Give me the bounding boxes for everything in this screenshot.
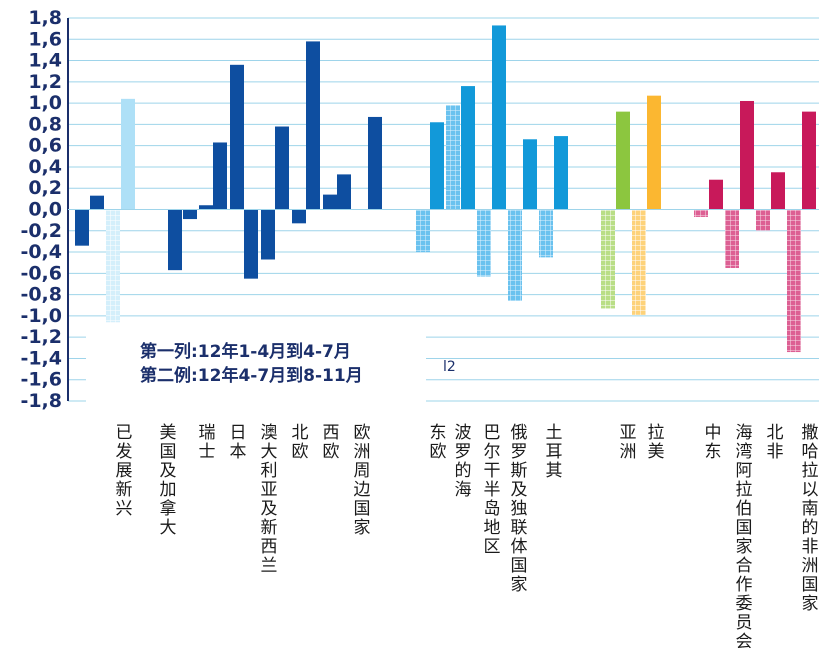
note-box bbox=[86, 326, 426, 402]
axes: 1,81,61,41,21,00,80,60,40,20,0-0,2-0,4-0… bbox=[20, 7, 819, 412]
y-tick-label: 1,6 bbox=[28, 28, 62, 50]
category-label: 波罗的海 bbox=[455, 423, 472, 500]
bar bbox=[787, 209, 801, 353]
bar bbox=[632, 209, 646, 315]
bar bbox=[508, 209, 522, 301]
category-label: 巴尔干半岛地区 bbox=[484, 423, 501, 557]
bar bbox=[199, 205, 213, 210]
y-tick-label: -0,4 bbox=[20, 241, 62, 263]
bar bbox=[756, 209, 770, 231]
bar bbox=[709, 179, 723, 210]
bar bbox=[647, 95, 661, 210]
y-tick-label: -1,8 bbox=[20, 390, 62, 412]
y-tick-label: -1,6 bbox=[20, 369, 62, 391]
y-tick-label: -0,2 bbox=[20, 220, 62, 242]
category-label: 北非 bbox=[767, 423, 784, 462]
category-label: 撒哈拉以南的非洲国家 bbox=[802, 423, 819, 614]
category-label: 俄罗斯及独联体国家 bbox=[511, 423, 528, 595]
bar bbox=[430, 122, 444, 210]
category-label: 东欧 bbox=[430, 423, 447, 462]
category-label: 土耳其 bbox=[546, 423, 563, 481]
bar bbox=[725, 209, 739, 269]
bar bbox=[230, 64, 244, 210]
y-tick-label: 0,4 bbox=[28, 156, 62, 178]
bar bbox=[183, 209, 197, 220]
note-line-2: 第二例:12年4-7月到8-11月 bbox=[140, 365, 363, 386]
stray-label: l2 bbox=[443, 359, 456, 375]
grid-lines bbox=[68, 17, 819, 402]
y-tick-label: -0,6 bbox=[20, 262, 62, 284]
y-tick-label: -1,2 bbox=[20, 326, 62, 348]
bar bbox=[616, 111, 630, 210]
bar bbox=[261, 209, 275, 260]
bar bbox=[461, 86, 475, 210]
bar bbox=[337, 174, 351, 210]
category-label: 已发展新兴 bbox=[116, 423, 133, 519]
bar bbox=[694, 209, 708, 217]
bar bbox=[416, 209, 430, 253]
y-tick-label: 1,4 bbox=[28, 50, 62, 72]
notes: 第一列:12年1-4月到4-7月 第二例:12年4-7月到8-11月 l2 bbox=[140, 341, 456, 386]
category-label: 中东 bbox=[705, 423, 722, 462]
category-label: 瑞士 bbox=[199, 423, 216, 462]
bar bbox=[244, 209, 258, 279]
category-label: 美国及加拿大 bbox=[160, 423, 177, 538]
bar bbox=[213, 142, 227, 210]
y-tick-label: 0,0 bbox=[28, 199, 62, 221]
y-tick-label: 1,2 bbox=[28, 71, 62, 93]
bar bbox=[554, 136, 568, 210]
note-line-1: 第一列:12年1-4月到4-7月 bbox=[140, 341, 351, 362]
bar bbox=[601, 209, 615, 309]
category-label: 日本 bbox=[230, 423, 247, 462]
y-tick-label: -1,4 bbox=[20, 347, 62, 369]
bar bbox=[523, 139, 537, 210]
category-label: 拉美 bbox=[648, 423, 665, 462]
bar bbox=[802, 111, 816, 210]
bar bbox=[75, 209, 89, 246]
category-label: 亚洲 bbox=[620, 423, 637, 462]
category-label: 海湾阿拉伯国家合作委员会 bbox=[736, 423, 753, 648]
y-tick-label: 0,8 bbox=[28, 113, 62, 135]
category-label: 西欧 bbox=[323, 423, 340, 462]
y-tick-label: 0,6 bbox=[28, 135, 62, 157]
bars bbox=[75, 25, 816, 353]
bar bbox=[292, 209, 306, 224]
y-tick-label: 1,0 bbox=[28, 92, 62, 114]
bar bbox=[368, 116, 382, 210]
category-label: 欧洲周边国家 bbox=[354, 423, 371, 538]
y-tick-label: -1,0 bbox=[20, 305, 62, 327]
category-label: 北欧 bbox=[292, 423, 309, 462]
bar bbox=[306, 41, 320, 210]
y-tick-label: -0,8 bbox=[20, 284, 62, 306]
bar bbox=[740, 100, 754, 210]
bar bbox=[90, 195, 104, 210]
category-label: 澳大利亚及新西兰 bbox=[261, 423, 278, 576]
bar bbox=[275, 126, 289, 210]
bar bbox=[492, 25, 506, 210]
bar bbox=[323, 194, 337, 210]
bar bbox=[106, 209, 120, 323]
bar bbox=[477, 209, 491, 277]
bar bbox=[121, 98, 135, 210]
bar bbox=[168, 209, 182, 271]
bar bbox=[771, 172, 785, 210]
bar bbox=[446, 105, 460, 210]
bar bbox=[539, 209, 553, 258]
y-tick-label: 1,8 bbox=[28, 7, 62, 29]
y-tick-label: 0,2 bbox=[28, 177, 62, 199]
